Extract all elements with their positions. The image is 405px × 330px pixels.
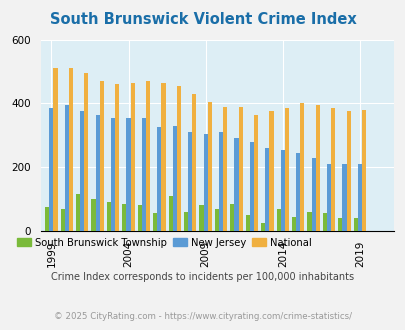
Bar: [264, 148, 269, 231]
Bar: [100, 81, 104, 231]
Bar: [45, 207, 49, 231]
Bar: [137, 206, 141, 231]
Bar: [337, 218, 341, 231]
Bar: [322, 214, 326, 231]
Bar: [95, 115, 100, 231]
Bar: [69, 68, 73, 231]
Bar: [111, 118, 115, 231]
Bar: [188, 132, 192, 231]
Bar: [130, 82, 134, 231]
Bar: [115, 84, 119, 231]
Text: © 2025 CityRating.com - https://www.cityrating.com/crime-statistics/: © 2025 CityRating.com - https://www.city…: [54, 312, 351, 321]
Bar: [357, 164, 361, 231]
Bar: [192, 94, 196, 231]
Bar: [230, 204, 234, 231]
Bar: [284, 108, 288, 231]
Bar: [326, 164, 330, 231]
Bar: [64, 105, 69, 231]
Bar: [234, 139, 238, 231]
Bar: [168, 196, 172, 231]
Legend: South Brunswick Township, New Jersey, National: South Brunswick Township, New Jersey, Na…: [17, 238, 311, 248]
Bar: [280, 150, 284, 231]
Bar: [353, 218, 357, 231]
Bar: [177, 86, 181, 231]
Bar: [341, 164, 346, 231]
Bar: [199, 206, 203, 231]
Bar: [107, 202, 111, 231]
Text: Crime Index corresponds to incidents per 100,000 inhabitants: Crime Index corresponds to incidents per…: [51, 272, 354, 282]
Bar: [122, 204, 126, 231]
Bar: [238, 107, 242, 231]
Bar: [214, 209, 218, 231]
Bar: [161, 82, 165, 231]
Bar: [218, 132, 223, 231]
Bar: [361, 110, 365, 231]
Bar: [249, 142, 254, 231]
Bar: [141, 118, 146, 231]
Bar: [207, 102, 211, 231]
Bar: [157, 127, 161, 231]
Bar: [330, 108, 335, 231]
Bar: [80, 112, 84, 231]
Bar: [49, 108, 53, 231]
Bar: [76, 194, 80, 231]
Bar: [172, 126, 177, 231]
Bar: [295, 153, 300, 231]
Bar: [126, 118, 130, 231]
Bar: [60, 209, 64, 231]
Bar: [311, 158, 315, 231]
Bar: [300, 103, 304, 231]
Bar: [223, 107, 227, 231]
Bar: [84, 73, 88, 231]
Bar: [245, 215, 249, 231]
Bar: [269, 112, 273, 231]
Bar: [291, 216, 295, 231]
Bar: [153, 214, 157, 231]
Bar: [260, 223, 264, 231]
Bar: [91, 199, 95, 231]
Bar: [183, 212, 188, 231]
Bar: [315, 105, 319, 231]
Bar: [203, 134, 207, 231]
Bar: [276, 209, 280, 231]
Bar: [254, 115, 258, 231]
Bar: [307, 212, 311, 231]
Bar: [146, 81, 150, 231]
Bar: [53, 68, 58, 231]
Text: South Brunswick Violent Crime Index: South Brunswick Violent Crime Index: [49, 12, 356, 26]
Bar: [346, 112, 350, 231]
